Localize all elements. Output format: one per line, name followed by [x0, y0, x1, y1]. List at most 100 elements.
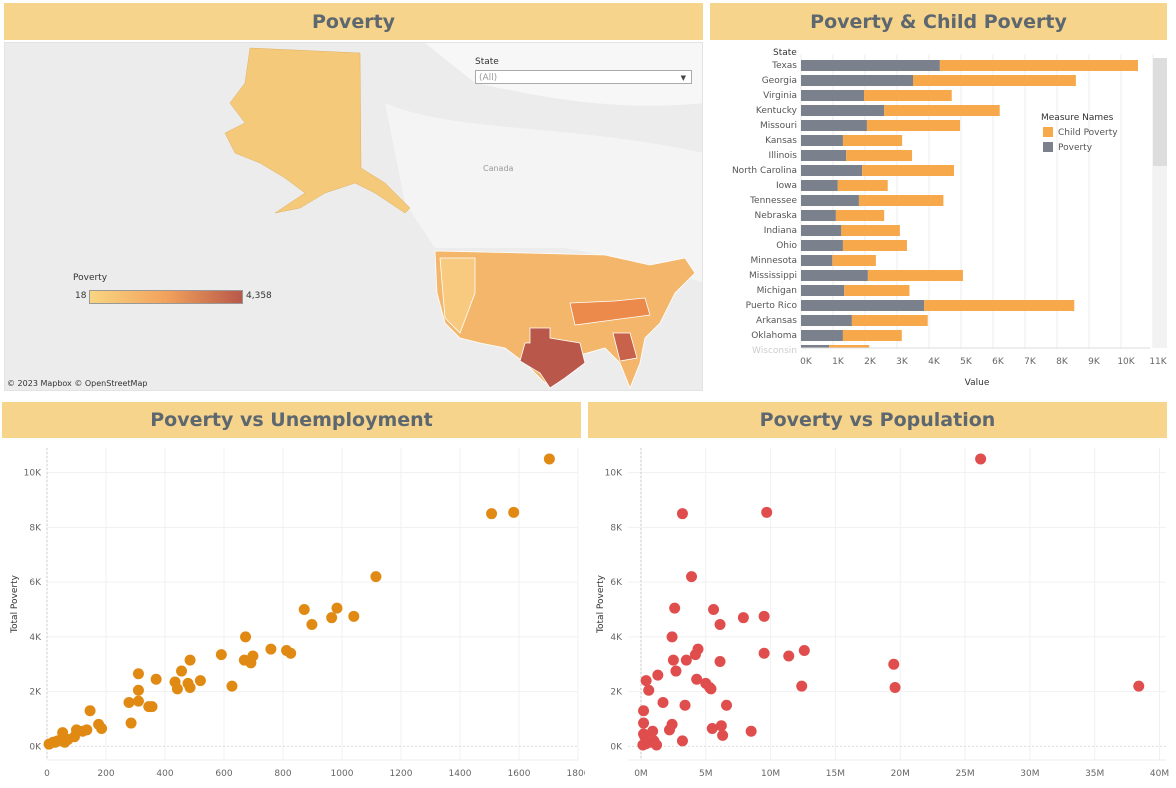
- data-point[interactable]: [666, 631, 678, 643]
- data-point[interactable]: [125, 717, 137, 729]
- poverty-map[interactable]: Canada: [4, 42, 703, 391]
- data-point[interactable]: [652, 669, 664, 681]
- data-point[interactable]: [975, 453, 987, 465]
- west-coast-region[interactable]: [439, 257, 476, 334]
- data-point[interactable]: [638, 717, 650, 729]
- data-point[interactable]: [663, 724, 675, 736]
- data-point[interactable]: [889, 681, 901, 693]
- data-point[interactable]: [240, 631, 252, 643]
- bar-segment-poverty: [801, 90, 865, 101]
- data-point[interactable]: [737, 612, 749, 624]
- state-label: Georgia: [762, 76, 797, 86]
- data-point[interactable]: [706, 723, 718, 735]
- data-point[interactable]: [184, 681, 196, 693]
- data-point[interactable]: [194, 675, 206, 687]
- data-point[interactable]: [62, 733, 74, 745]
- data-point[interactable]: [783, 650, 795, 662]
- data-point[interactable]: [676, 735, 688, 747]
- data-point[interactable]: [96, 723, 108, 735]
- data-point[interactable]: [717, 729, 729, 741]
- data-point[interactable]: [508, 506, 520, 518]
- data-point[interactable]: [758, 647, 770, 659]
- bar-panel-title: Poverty & Child Poverty: [710, 3, 1167, 40]
- data-point[interactable]: [715, 720, 727, 732]
- data-point[interactable]: [1133, 680, 1145, 692]
- data-point[interactable]: [680, 654, 692, 666]
- data-point[interactable]: [132, 684, 144, 696]
- state-label: Indiana: [764, 226, 797, 236]
- bar-segment-child-poverty: [841, 225, 900, 236]
- data-point[interactable]: [679, 699, 691, 711]
- southeast-region[interactable]: [569, 297, 651, 326]
- data-point[interactable]: [651, 739, 663, 751]
- data-point[interactable]: [705, 683, 717, 695]
- data-point[interactable]: [714, 619, 726, 631]
- data-point[interactable]: [150, 673, 162, 685]
- alaska-region[interactable]: [224, 47, 411, 214]
- bar-segment-child-poverty: [858, 195, 944, 206]
- data-point[interactable]: [669, 602, 681, 614]
- state-filter-dropdown[interactable]: (All) ▼: [475, 70, 692, 84]
- data-point[interactable]: [123, 697, 135, 709]
- data-point[interactable]: [226, 680, 238, 692]
- data-point[interactable]: [670, 665, 682, 677]
- y-tick-label: 10K: [24, 469, 42, 479]
- data-point[interactable]: [238, 654, 250, 666]
- data-point[interactable]: [543, 453, 555, 465]
- data-point[interactable]: [171, 683, 183, 695]
- data-point[interactable]: [285, 647, 297, 659]
- data-point[interactable]: [761, 506, 773, 518]
- data-point[interactable]: [888, 658, 900, 670]
- data-point[interactable]: [326, 612, 338, 624]
- data-point[interactable]: [146, 701, 158, 713]
- data-point[interactable]: [708, 603, 720, 615]
- data-point[interactable]: [348, 610, 360, 622]
- data-point[interactable]: [796, 680, 808, 692]
- data-point[interactable]: [176, 665, 188, 677]
- state-label: Nebraska: [755, 211, 797, 221]
- data-point[interactable]: [306, 619, 318, 631]
- data-point[interactable]: [637, 739, 649, 751]
- data-point[interactable]: [643, 684, 655, 696]
- data-point[interactable]: [798, 645, 810, 657]
- data-point[interactable]: [647, 725, 659, 737]
- data-point[interactable]: [691, 673, 703, 685]
- texas-region[interactable]: [519, 327, 586, 389]
- data-point[interactable]: [132, 668, 144, 680]
- x-tick-label: 4K: [928, 357, 941, 367]
- data-point[interactable]: [689, 649, 701, 661]
- bar-segment-child-poverty: [913, 75, 1076, 86]
- data-point[interactable]: [667, 654, 679, 666]
- data-point[interactable]: [132, 695, 144, 707]
- data-point[interactable]: [676, 508, 688, 520]
- data-point[interactable]: [640, 675, 652, 687]
- data-point[interactable]: [49, 736, 61, 748]
- population-panel-title: Poverty vs Population: [588, 402, 1167, 438]
- data-point[interactable]: [721, 699, 733, 711]
- map-canvas[interactable]: Canada: [5, 43, 703, 391]
- data-point[interactable]: [714, 655, 726, 667]
- state-label: Virginia: [763, 91, 797, 101]
- bar-segment-poverty: [801, 180, 838, 191]
- y-tick-label: 6K: [610, 578, 623, 588]
- bar-segment-child-poverty: [867, 270, 963, 281]
- data-point[interactable]: [81, 724, 93, 736]
- canada-land: [385, 103, 702, 283]
- data-point[interactable]: [331, 602, 343, 614]
- data-point[interactable]: [370, 571, 382, 583]
- data-point[interactable]: [298, 603, 310, 615]
- scrollbar-thumb[interactable]: [1153, 58, 1167, 166]
- data-point[interactable]: [758, 610, 770, 622]
- data-point[interactable]: [657, 697, 669, 709]
- data-point[interactable]: [184, 654, 196, 666]
- data-point[interactable]: [745, 725, 757, 737]
- data-point[interactable]: [215, 649, 227, 661]
- data-point[interactable]: [84, 705, 96, 717]
- data-point[interactable]: [686, 571, 698, 583]
- georgia-region[interactable]: [612, 332, 638, 362]
- x-tick-label: 40M: [1150, 769, 1169, 779]
- chevron-down-icon: ▼: [680, 74, 686, 82]
- data-point[interactable]: [638, 705, 650, 717]
- data-point[interactable]: [265, 643, 277, 655]
- data-point[interactable]: [486, 508, 498, 520]
